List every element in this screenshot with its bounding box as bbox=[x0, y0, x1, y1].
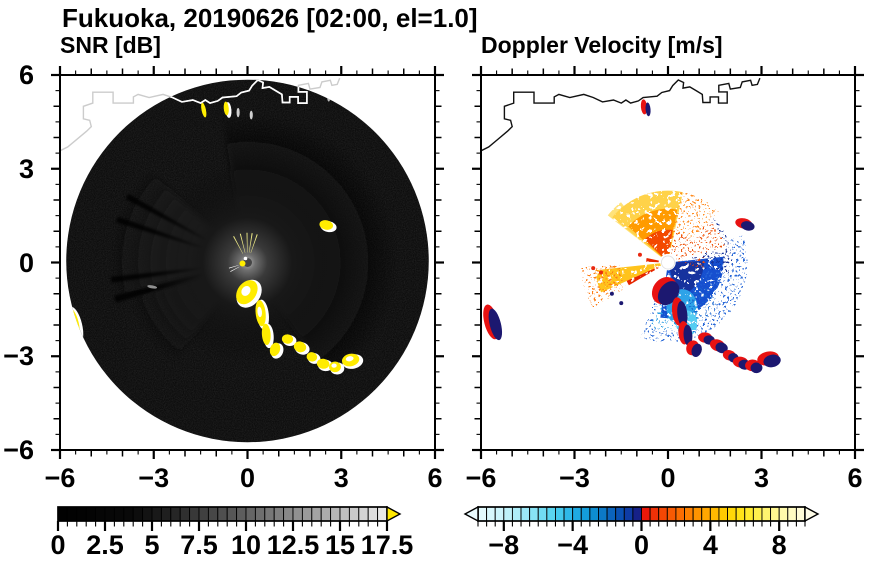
vel-colorbar-tick-label: 8 bbox=[771, 530, 787, 560]
snr-x-tick-label: 0 bbox=[239, 463, 256, 493]
ground-clutter-echo bbox=[671, 297, 688, 328]
velocity-panel-title: Doppler Velocity [m/s] bbox=[481, 32, 723, 58]
ground-clutter-echo bbox=[745, 359, 763, 374]
snr-colorbar-tick-label: 17.5 bbox=[360, 530, 414, 560]
velocity-x-tick-label: −6 bbox=[465, 463, 497, 493]
snr-ppi-plot bbox=[60, 77, 429, 443]
radar-site-marker bbox=[661, 255, 675, 270]
ground-clutter-echo bbox=[281, 334, 297, 347]
snr-colorbar-tick-label: 10 bbox=[230, 530, 262, 560]
vel-colorbar bbox=[463, 505, 820, 531]
ground-clutter-echo bbox=[651, 277, 680, 306]
bright-spoke bbox=[248, 233, 253, 253]
ground-clutter-echo bbox=[236, 279, 262, 308]
bright-spoke bbox=[246, 232, 248, 253]
ground-clutter-echo bbox=[293, 341, 310, 355]
coastline bbox=[481, 77, 761, 152]
ground-clutter-echo bbox=[329, 361, 345, 375]
snr-y-tick-label: 6 bbox=[18, 60, 34, 90]
ground-clutter-echo bbox=[735, 218, 755, 231]
ground-clutter-echo bbox=[709, 339, 728, 354]
vel-colorbar-over-arrow bbox=[804, 505, 820, 523]
ground-clutter-echo bbox=[269, 342, 284, 359]
snr-colorbar-tick-label: 12.5 bbox=[266, 530, 320, 560]
ground-clutter-echo bbox=[223, 101, 232, 118]
snr-x-tick-label: −6 bbox=[44, 463, 76, 493]
ground-clutter-echo bbox=[261, 323, 274, 349]
velocity-x-tick-label: 0 bbox=[660, 463, 676, 493]
ground-clutter-echo bbox=[316, 358, 333, 372]
ground-clutter-echo bbox=[306, 352, 321, 364]
figure-title: Fukuoka, 20190626 [02:00, el=1.0] bbox=[62, 3, 478, 33]
velocity-ppi-plot bbox=[481, 77, 781, 374]
ground-clutter-echo bbox=[757, 351, 781, 368]
snr-colorbar-tick-label: 7.5 bbox=[180, 530, 218, 560]
snr-y-tick-label: −3 bbox=[3, 341, 34, 372]
ground-clutter-echo bbox=[678, 321, 693, 346]
snr-axes-frame bbox=[51, 66, 444, 459]
velocity-speckle bbox=[619, 301, 624, 306]
velocity-fan bbox=[646, 258, 659, 263]
velocity-speckle bbox=[637, 252, 642, 257]
ground-clutter-echo bbox=[686, 340, 702, 357]
snr-y-tick-label: −6 bbox=[3, 435, 34, 465]
bright-spoke bbox=[239, 233, 246, 253]
velocity-x-tick-label: 6 bbox=[847, 463, 863, 493]
velocity-fan bbox=[644, 229, 673, 257]
snr-colorbar-tick-label: 15 bbox=[324, 530, 356, 560]
bright-spoke bbox=[230, 266, 240, 272]
ground-clutter-echo bbox=[483, 304, 503, 341]
velocity-fan bbox=[626, 266, 659, 286]
snr-colorbar-tick-label: 0 bbox=[50, 530, 66, 560]
snr-y-tick-label: 3 bbox=[18, 153, 34, 184]
velocity-x-tick-label: 3 bbox=[753, 463, 770, 493]
velocity-speckle bbox=[609, 291, 614, 296]
velocity-fan bbox=[673, 191, 719, 241]
vel-colorbar-tick-label: 0 bbox=[633, 530, 650, 560]
bright-spoke bbox=[250, 234, 258, 254]
bright-spoke bbox=[228, 265, 239, 269]
snr-colorbar bbox=[56, 505, 402, 531]
snr-colorbar-tick-label: 2.5 bbox=[86, 530, 124, 560]
ground-clutter-echo bbox=[319, 220, 337, 233]
snr-panel-title: SNR [dB] bbox=[60, 32, 161, 58]
ground-clutter-echo bbox=[640, 99, 651, 117]
vel-colorbar-tick-label: 4 bbox=[702, 530, 718, 560]
velocity-speckle bbox=[591, 266, 596, 271]
snr-y-tick-label: 0 bbox=[18, 247, 34, 278]
snr-x-tick-label: 6 bbox=[427, 463, 443, 493]
velocity-axes-frame bbox=[472, 66, 864, 459]
velocity-x-tick-label: −3 bbox=[559, 463, 590, 493]
vel-colorbar-tick-label: −4 bbox=[557, 530, 589, 560]
ground-clutter-echo bbox=[255, 299, 269, 330]
velocity-fan bbox=[677, 257, 706, 268]
velocity-fan bbox=[580, 265, 627, 308]
snr-x-tick-label: 3 bbox=[333, 463, 349, 493]
bright-spoke bbox=[233, 236, 243, 254]
snr-x-tick-label: −3 bbox=[138, 463, 170, 493]
vel-colorbar-under-arrow bbox=[463, 505, 479, 523]
ground-clutter-echo bbox=[341, 353, 364, 369]
snr-colorbar-over-arrow bbox=[386, 505, 402, 523]
snr-colorbar-tick-label: 5 bbox=[144, 530, 160, 560]
velocity-speckle bbox=[598, 270, 603, 275]
vel-colorbar-tick-label: −8 bbox=[488, 530, 520, 560]
